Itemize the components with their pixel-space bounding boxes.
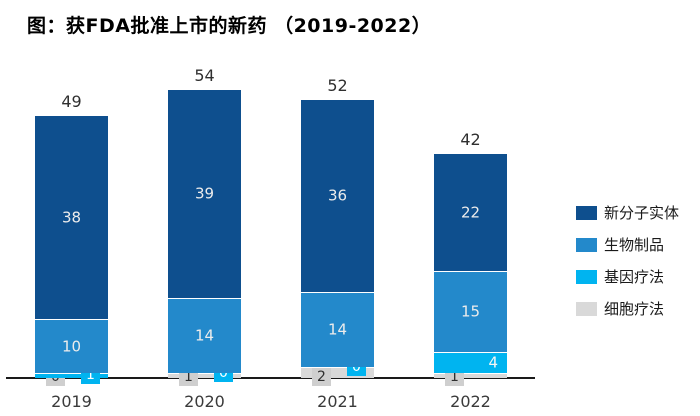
legend: 新分子实体 生物制品 基因疗法 细胞疗法 (576, 202, 679, 319)
legend-swatch-biologics (576, 237, 597, 252)
bar-total-label: 42 (460, 130, 481, 149)
cell-therapy-value-badge: 2 (312, 368, 331, 386)
segment-value-label: 38 (61, 207, 82, 226)
bar-segment-2019 (35, 373, 108, 378)
bar-segment-2019: 10 (35, 319, 108, 373)
bar-segment-2021: 14 (301, 292, 374, 367)
bar-total-label: 54 (194, 66, 215, 85)
segment-value-label: 14 (194, 326, 215, 345)
bar-segment-2020: 14 (168, 298, 241, 373)
segment-value-label: 22 (460, 202, 481, 221)
legend-item-gene-therapy: 基因疗法 (576, 266, 679, 287)
legend-swatch-gene-therapy (576, 269, 597, 284)
bar-segment-2022: 15 (434, 271, 507, 352)
legend-swatch-cell-therapy (576, 301, 597, 316)
x-axis-tick-label: 2022 (450, 392, 491, 411)
x-axis-tick-label: 2021 (317, 392, 358, 411)
chart-title: 图：获FDA批准上市的新药 （2019-2022） (27, 15, 432, 37)
segment-value-label: 36 (327, 186, 348, 205)
segment-value-label: 14 (327, 320, 348, 339)
x-axis-line (6, 377, 535, 379)
segment-value-label: 10 (61, 336, 82, 355)
bar-segment-2022 (434, 373, 507, 378)
legend-label-biologics: 生物制品 (604, 236, 665, 254)
segment-value-label: 15 (460, 302, 481, 321)
bar-segment-2019: 38 (35, 115, 108, 319)
bar-total-label: 52 (327, 76, 348, 95)
bar-segment-2020 (168, 373, 241, 378)
bar-segment-2021 (301, 367, 374, 378)
legend-item-nme: 新分子实体 (576, 202, 679, 223)
legend-label-cell-therapy: 细胞疗法 (604, 300, 665, 318)
bar-segment-2022: 4 (434, 352, 507, 373)
x-axis-tick-label: 2019 (51, 392, 92, 411)
legend-item-biologics: 生物制品 (576, 234, 679, 255)
x-axis-tick-label: 2020 (184, 392, 225, 411)
legend-item-cell-therapy: 细胞疗法 (576, 298, 679, 319)
legend-label-gene-therapy: 基因疗法 (604, 268, 665, 286)
segment-value-label: 39 (194, 184, 215, 203)
segment-value-label: 4 (488, 353, 498, 372)
bar-total-label: 49 (61, 92, 82, 111)
legend-swatch-nme (576, 205, 597, 220)
bar-segment-2021: 36 (301, 99, 374, 292)
legend-label-nme: 新分子实体 (604, 204, 680, 222)
bar-segment-2020: 39 (168, 89, 241, 298)
bar-segment-2022: 22 (434, 153, 507, 271)
